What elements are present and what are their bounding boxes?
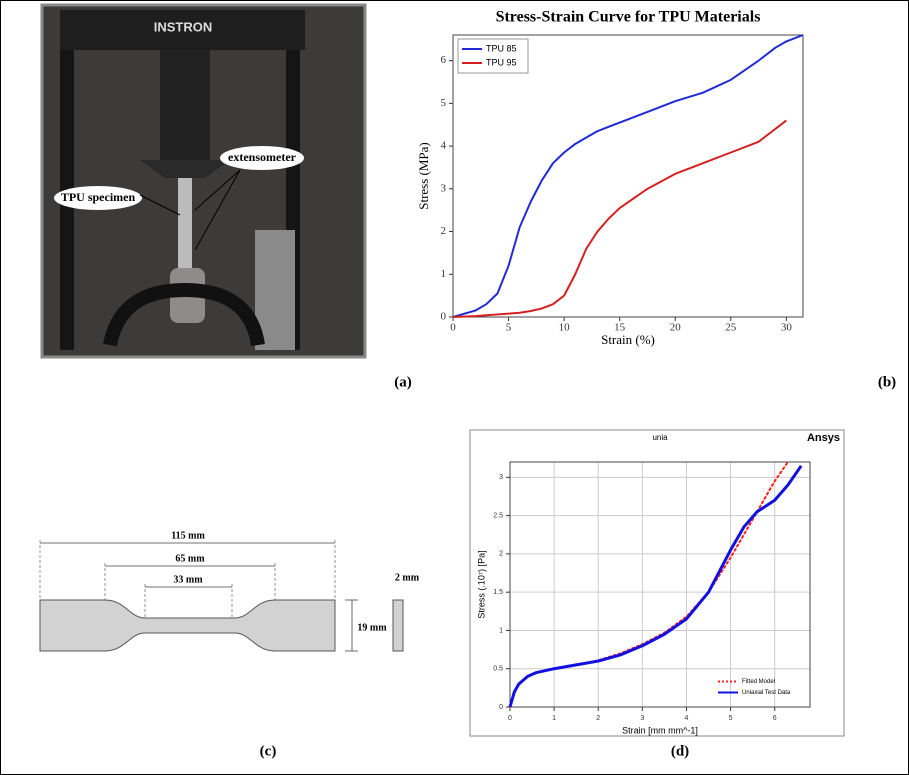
x-tick-label: 0 — [508, 715, 512, 722]
callout-bubble — [54, 186, 142, 210]
panel-label: (c) — [260, 743, 277, 759]
x-tick-label: 4 — [685, 715, 689, 722]
y-tick-label: 6 — [441, 54, 447, 66]
x-axis-label: Strain (%) — [601, 332, 655, 347]
panel-label: (a) — [394, 374, 412, 390]
y-tick-label: 1 — [499, 627, 503, 634]
thickness-view — [392, 599, 404, 652]
callout-line — [194, 169, 241, 251]
load-cell — [160, 50, 210, 160]
x-tick-label: 15 — [614, 322, 626, 334]
dimension-label: 19 mm — [357, 622, 387, 633]
legend-label: Uniaxial Test Data — [742, 690, 791, 696]
y-axis-label: Stress (MPa) — [416, 142, 431, 210]
y-tick-label: 2.5 — [493, 512, 503, 519]
x-tick-label: 2 — [596, 715, 600, 722]
brand: INSTRON — [154, 19, 213, 34]
plot-frame — [509, 461, 811, 708]
photo: INSTRON TPU specimen extensometer — [40, 3, 367, 359]
y-tick-label: 0 — [441, 311, 447, 323]
legend-label: Fitted Model — [742, 679, 775, 685]
dimension-lines — [40, 542, 358, 652]
y-tick-label: 4 — [441, 140, 447, 152]
crosshead — [60, 10, 305, 50]
y-tick-label: 5 — [441, 97, 447, 109]
x-tick-label: 30 — [781, 322, 793, 334]
x-tick-label: 6 — [773, 715, 777, 722]
extension-lines — [39, 540, 336, 618]
x-tick-label: 5 — [729, 715, 733, 722]
dimension-label: 2 mm — [395, 572, 420, 583]
callout-line — [194, 169, 241, 211]
y-tick-label: 0 — [499, 704, 503, 711]
callout-line — [139, 194, 181, 216]
fixture — [103, 282, 265, 347]
dimension-label: 65 mm — [175, 553, 205, 564]
specimen-shape — [39, 599, 336, 652]
y-tick-label: 2 — [441, 225, 447, 237]
logo: Ansys — [807, 432, 840, 444]
dimension-label: 115 mm — [171, 530, 205, 541]
chart-title: unia — [652, 433, 668, 442]
series-line — [452, 119, 787, 318]
y-tick-label: 3 — [499, 474, 503, 481]
series-line — [508, 464, 803, 708]
callout-bubble — [220, 146, 304, 170]
y-tick-label: 0.5 — [493, 666, 503, 673]
x-tick-label: 5 — [506, 322, 512, 334]
series-line — [452, 34, 804, 318]
callout: extensometer — [228, 150, 297, 164]
legend-label: TPU 95 — [486, 57, 517, 67]
plot-frame — [452, 34, 804, 318]
legend-label: TPU 85 — [486, 43, 517, 53]
specimen-diagram: 115 mm 65 mm 33 mm 2 mm 19 mm — [39, 530, 420, 652]
x-tick-label: 10 — [559, 322, 571, 334]
x-axis-label: Strain [mm mm^-1] — [622, 725, 698, 735]
y-axis-label: Stress (.10⁷) [Pa] — [476, 550, 486, 618]
y-tick-label: 1 — [441, 268, 447, 280]
x-tick-label: 0 — [450, 322, 456, 334]
panel-label: (d) — [671, 743, 689, 759]
y-tick-label: 2 — [499, 551, 503, 558]
callout: TPU specimen — [61, 190, 136, 204]
dimension-label: 33 mm — [173, 574, 203, 585]
chart-d-frame — [469, 429, 845, 737]
x-tick-label: 3 — [640, 715, 644, 722]
legend-box — [457, 38, 529, 74]
chart-title: Stress-Strain Curve for TPU Materials — [496, 9, 761, 26]
y-tick-label: 3 — [441, 182, 447, 194]
panel-label: (b) — [878, 374, 896, 390]
x-tick-label: 1 — [552, 715, 556, 722]
y-tick-label: 1.5 — [493, 589, 503, 596]
specimen — [178, 178, 192, 268]
x-tick-label: 25 — [725, 322, 737, 334]
x-tick-label: 20 — [670, 322, 682, 334]
grip — [140, 160, 230, 178]
